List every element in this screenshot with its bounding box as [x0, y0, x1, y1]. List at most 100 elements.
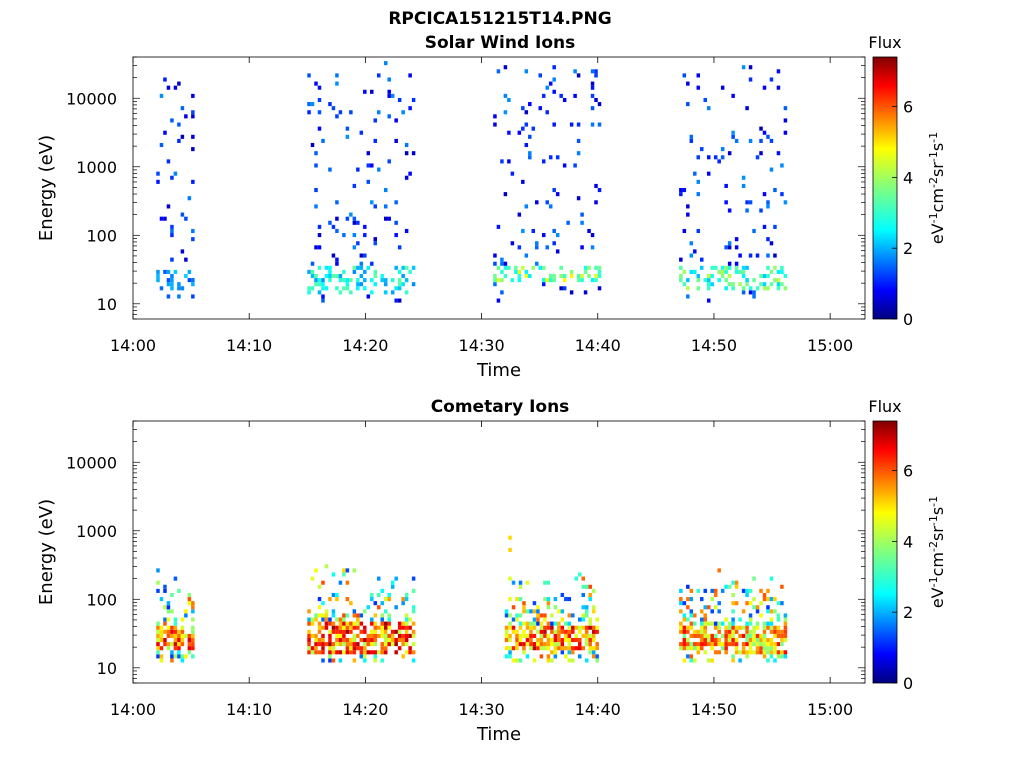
heatmap-cell — [321, 633, 325, 638]
heatmap-cell — [515, 658, 519, 663]
x-axis-label: Time — [476, 360, 521, 381]
heatmap-cell — [184, 216, 188, 221]
heatmap-cells — [156, 61, 788, 303]
heatmap-cell — [517, 269, 522, 274]
heatmap-cell — [166, 633, 171, 638]
heatmap-cell — [522, 605, 526, 610]
heatmap-cell — [321, 658, 325, 663]
heatmap-cell — [328, 633, 332, 638]
heatmap-cell — [584, 658, 589, 663]
heatmap-cell — [574, 646, 579, 651]
heatmap-cell — [560, 642, 565, 647]
heatmap-cell — [773, 629, 777, 634]
heatmap-cell — [307, 633, 311, 638]
heatmap-cell — [703, 613, 707, 618]
x-tick-label: 14:20 — [342, 700, 388, 719]
heatmap-cell — [553, 621, 558, 626]
heatmap-cell — [529, 625, 533, 630]
heatmap-cell — [748, 621, 753, 626]
heatmap-cell — [713, 605, 718, 610]
heatmap-cell — [335, 286, 339, 291]
heatmap-cell — [539, 621, 544, 626]
panel-title: Solar Wind Ions — [425, 33, 576, 53]
heatmap-cell — [539, 613, 544, 618]
heatmap-cell — [345, 642, 350, 647]
heatmap-cell — [377, 73, 381, 78]
heatmap-cell — [567, 637, 572, 643]
heatmap-cell — [317, 224, 322, 229]
heatmap-cell — [342, 617, 346, 622]
heatmap-cell — [581, 605, 585, 610]
heatmap-cell — [543, 629, 547, 634]
heatmap-cell — [177, 642, 181, 647]
heatmap-cell — [783, 200, 788, 205]
heatmap-cell — [394, 629, 398, 634]
heatmap-cell — [511, 629, 516, 634]
heatmap-cell — [366, 179, 371, 184]
heatmap-cell — [191, 646, 195, 651]
heatmap-cell — [377, 625, 381, 630]
heatmap-cell — [762, 637, 767, 643]
heatmap-cell — [324, 625, 329, 630]
heatmap-cell — [590, 69, 595, 74]
heatmap-cell — [394, 650, 398, 655]
heatmap-cell — [380, 613, 384, 618]
heatmap-cell — [363, 278, 367, 283]
heatmap-cell — [496, 69, 501, 74]
heatmap-cell — [717, 650, 721, 655]
heatmap-cell — [511, 617, 516, 622]
heatmap-cell — [314, 568, 318, 573]
heatmap-cell — [769, 642, 774, 647]
heatmap-cell — [383, 633, 388, 638]
heatmap-cell — [373, 621, 378, 626]
heatmap-cell — [324, 642, 329, 647]
heatmap-cell — [686, 584, 690, 589]
heatmap-cell — [317, 597, 322, 602]
heatmap-cell — [700, 597, 704, 602]
heatmap-cell — [404, 642, 409, 647]
heatmap-cell — [170, 625, 174, 630]
heatmap-cell — [724, 625, 728, 630]
heatmap-cell — [713, 588, 718, 593]
heatmap-cell — [356, 286, 360, 291]
heatmap-cell — [387, 216, 391, 221]
heatmap-cell — [696, 650, 701, 655]
heatmap-cell — [752, 597, 756, 602]
heatmap-cell — [541, 93, 546, 98]
heatmap-cell — [727, 625, 732, 630]
heatmap-cell — [548, 155, 553, 160]
heatmap-cell — [529, 629, 533, 634]
heatmap-cell — [394, 642, 398, 647]
heatmap-cell — [335, 216, 339, 221]
heatmap-cell — [383, 290, 388, 295]
heatmap-cell — [686, 637, 690, 643]
heatmap-cell — [536, 617, 540, 622]
heatmap-cell — [366, 605, 371, 610]
heatmap-cell — [159, 633, 164, 638]
heatmap-cell — [734, 237, 739, 242]
heatmap-cell — [356, 241, 360, 246]
heatmap-cell — [724, 265, 728, 270]
heatmap-cell — [759, 633, 763, 638]
heatmap-cell — [401, 642, 405, 647]
heatmap-cell — [552, 228, 556, 234]
heatmap-cell — [693, 171, 697, 176]
heatmap-cell — [713, 265, 718, 270]
heatmap-cell — [724, 617, 728, 622]
heatmap-cell — [180, 658, 185, 663]
heatmap-cell — [571, 625, 575, 630]
heatmap-cell — [548, 204, 553, 209]
heatmap-cell — [591, 609, 596, 614]
heatmap-cell — [500, 290, 504, 295]
heatmap-cell — [349, 601, 353, 606]
heatmap-cell — [548, 81, 553, 86]
y-tick-label: 10 — [97, 659, 117, 678]
heatmap-cell — [717, 568, 721, 573]
heatmap-cell — [546, 601, 551, 606]
heatmap-cell — [184, 633, 188, 638]
heatmap-cell — [328, 269, 332, 274]
heatmap-cell — [783, 633, 788, 638]
heatmap-cell — [689, 253, 694, 258]
heatmap-cell — [541, 265, 546, 270]
heatmap-cell — [594, 273, 598, 279]
